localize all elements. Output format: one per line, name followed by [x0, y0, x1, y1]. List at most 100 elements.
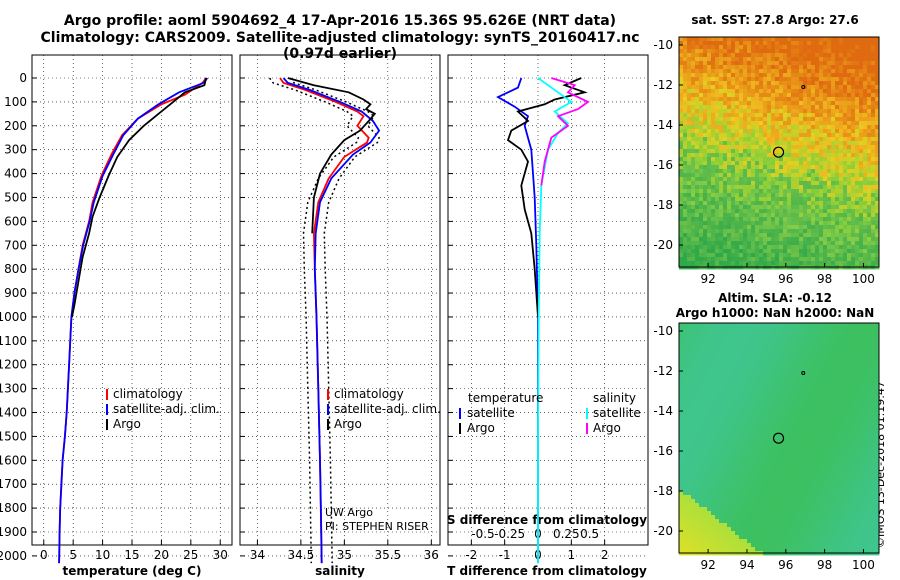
map-cell — [683, 101, 688, 106]
map-cell — [855, 173, 860, 178]
map-cell — [687, 61, 692, 66]
map-cell — [811, 141, 816, 146]
map-cell — [831, 137, 836, 142]
map-cell — [867, 427, 872, 432]
map-cell — [747, 241, 752, 246]
map-cell — [819, 459, 824, 464]
map-cell — [719, 73, 724, 78]
map-cell — [739, 371, 744, 376]
map-cell — [815, 185, 820, 190]
map-cell — [767, 69, 772, 74]
map-cell — [859, 37, 864, 42]
map-cell — [699, 351, 704, 356]
map-cell — [827, 443, 832, 448]
map-cell — [815, 233, 820, 238]
map-cell — [699, 137, 704, 142]
map-cell — [843, 331, 848, 336]
map-cell — [687, 347, 692, 352]
map-cell — [815, 391, 820, 396]
map-cell — [839, 229, 844, 234]
map-cell — [703, 423, 708, 428]
map-cell — [795, 109, 800, 114]
map-cell — [723, 177, 728, 182]
map-cell — [827, 197, 832, 202]
map-cell — [783, 177, 788, 182]
map-cell — [823, 37, 828, 42]
map-cell — [759, 431, 764, 436]
map-cell — [871, 137, 876, 142]
map-cell — [847, 101, 852, 106]
map-cell — [839, 407, 844, 412]
map-cell — [703, 363, 708, 368]
map-cell — [851, 185, 856, 190]
map-cell — [851, 217, 856, 222]
map-cell — [683, 415, 688, 420]
map-cell — [731, 467, 736, 472]
map-cell — [827, 61, 832, 66]
map-cell — [687, 117, 692, 122]
map-cell — [759, 261, 764, 266]
map-cell — [683, 121, 688, 126]
map-cell — [747, 149, 752, 154]
map-cell — [767, 455, 772, 460]
map-cell — [747, 335, 752, 340]
figure-title-line1: Argo profile: aoml 5904692_4 17-Apr-2016… — [63, 13, 617, 29]
map-cell — [803, 431, 808, 436]
map-cell — [799, 65, 804, 70]
map-cell — [703, 133, 708, 138]
map-cell — [691, 217, 696, 222]
map-cell — [863, 177, 868, 182]
map-cell — [767, 335, 772, 340]
map-cell — [727, 403, 732, 408]
map-cell — [795, 427, 800, 432]
map-cell — [747, 331, 752, 336]
map-cell — [839, 113, 844, 118]
map-cell — [739, 427, 744, 432]
map-cell — [859, 173, 864, 178]
map-cell — [739, 323, 744, 328]
map-cell — [783, 435, 788, 440]
map-cell — [767, 427, 772, 432]
map-cell — [687, 53, 692, 58]
map-cell — [795, 257, 800, 262]
map-cell — [811, 41, 816, 46]
map-cell — [775, 221, 780, 226]
map-cell — [747, 161, 752, 166]
map-cell — [787, 73, 792, 78]
map-cell — [787, 225, 792, 230]
map-cell — [859, 463, 864, 468]
y-tick-label: 1400 — [0, 406, 27, 420]
map-cell — [863, 157, 868, 162]
map-cell — [831, 217, 836, 222]
map-cell — [815, 93, 820, 98]
map-cell — [747, 157, 752, 162]
map-cell — [755, 237, 760, 242]
map-cell — [707, 403, 712, 408]
map-cell — [823, 463, 828, 468]
map-cell — [875, 105, 880, 110]
map-cell — [719, 81, 724, 86]
map-cell — [723, 165, 728, 170]
map-cell — [775, 97, 780, 102]
map-cell — [683, 257, 688, 262]
map-cell — [739, 129, 744, 134]
map-cell — [727, 435, 732, 440]
map-cell — [799, 49, 804, 54]
x-tick-label: 1 — [568, 548, 576, 562]
island-marker — [801, 85, 806, 89]
map-cell — [703, 45, 708, 50]
map-cell — [775, 189, 780, 194]
map-cell — [807, 371, 812, 376]
map-cell — [707, 197, 712, 202]
map-cell — [815, 161, 820, 166]
map-cell — [855, 257, 860, 262]
map-cell — [875, 85, 880, 90]
map-cell — [751, 89, 756, 94]
map-cell — [735, 395, 740, 400]
map-cell — [683, 367, 688, 372]
map-cell — [871, 177, 876, 182]
map-cell — [771, 109, 776, 114]
map-cell — [859, 439, 864, 444]
map-cell — [871, 383, 876, 388]
map-cell — [843, 241, 848, 246]
